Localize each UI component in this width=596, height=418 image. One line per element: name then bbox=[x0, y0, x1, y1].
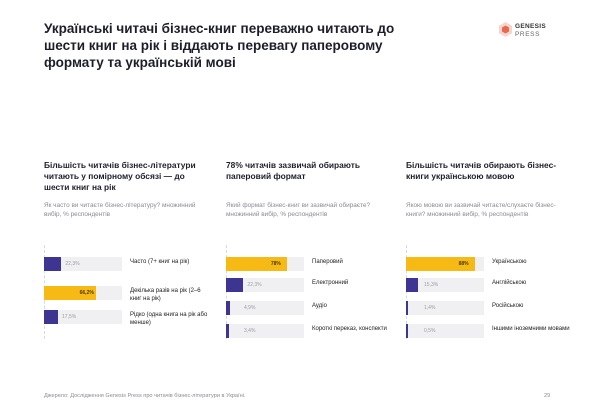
bar-category-label: Аудіо bbox=[312, 303, 327, 309]
bar bbox=[44, 286, 96, 300]
bar-track bbox=[406, 257, 484, 271]
bar-track bbox=[406, 324, 484, 338]
bar-track bbox=[44, 286, 122, 300]
bar-value-label: 3,4% bbox=[244, 327, 256, 334]
bar-category-label: Російською bbox=[492, 303, 524, 309]
chart-question: Якою мовою ви зазвичай читаєте/слухаєте … bbox=[406, 202, 556, 218]
bar-value-label: 88% bbox=[458, 260, 469, 267]
chart-axis bbox=[226, 245, 299, 339]
bar-category-label: Короткі переказ, конспекти bbox=[312, 326, 387, 332]
chart-question: Як часто ви читаєте бізнес-літературу? м… bbox=[44, 202, 196, 218]
logo-brand-sub: PRESS bbox=[515, 31, 541, 38]
bar bbox=[406, 324, 408, 338]
logo-brand-name: GENESIS bbox=[515, 23, 546, 30]
chart-axis bbox=[406, 245, 479, 339]
bar-value-label: 78% bbox=[270, 260, 281, 267]
bar-value-label: 17,5% bbox=[62, 313, 77, 320]
page-number: 29 bbox=[544, 393, 551, 399]
bar bbox=[406, 257, 475, 271]
bar-category-label: Часто (7+ книг на рік) bbox=[130, 259, 190, 265]
chart-question: Який формат бізнес-книг ви зазвичай обир… bbox=[226, 202, 371, 218]
chart-book-format: 78% читачів зазвичай обирають паперовий … bbox=[226, 160, 387, 339]
bar-category-label: Іншими іноземними мовами bbox=[492, 326, 570, 332]
bar-category-label: Декілька разів на рік (2–6 книг на рік) bbox=[130, 288, 201, 302]
bar-track bbox=[406, 301, 484, 315]
bar-value-label: 22,3% bbox=[247, 281, 262, 288]
bar bbox=[226, 324, 229, 338]
bar-value-label: 0,5% bbox=[424, 327, 436, 334]
genesis-logo-icon bbox=[499, 22, 512, 37]
bar bbox=[44, 257, 62, 271]
bar-category-label: Українською bbox=[492, 259, 527, 265]
page-title: Українські читачі бізнес-книг переважно … bbox=[44, 21, 395, 70]
bar-category-label: Паперовий bbox=[312, 259, 343, 265]
bar-track bbox=[44, 310, 122, 324]
bar-category-label: Електронний bbox=[312, 280, 349, 286]
bar-track bbox=[226, 257, 304, 271]
bar bbox=[226, 257, 287, 271]
bar bbox=[226, 278, 244, 292]
bar-value-label: 66,2% bbox=[79, 289, 94, 296]
bar bbox=[44, 310, 58, 324]
chart-book-language: Більшість читачів обирають бізнес-книги … bbox=[406, 160, 570, 339]
source-footnote: Джерело: Дослідження Genesis Press про ч… bbox=[44, 393, 246, 399]
bar bbox=[406, 301, 408, 315]
chart-heading: Більшість читачів обирають бізнес-книги … bbox=[406, 160, 557, 181]
bar-track bbox=[406, 278, 484, 292]
bar-track bbox=[226, 301, 304, 315]
chart-heading: 78% читачів зазвичай обирають паперовий … bbox=[226, 160, 360, 181]
bar-track bbox=[226, 278, 304, 292]
bar-value-label: 1,4% bbox=[424, 304, 436, 311]
bar bbox=[226, 301, 230, 315]
bar-value-label: 22,3% bbox=[65, 260, 80, 267]
chart-heading: Більшість читачів бізнес-літератури чита… bbox=[44, 160, 196, 192]
bar-category-label: Рідко (одна книга на рік або менше) bbox=[130, 312, 208, 326]
bar-track bbox=[44, 257, 122, 271]
bar-track bbox=[226, 324, 304, 338]
bar-category-label: Англійською bbox=[492, 280, 527, 286]
bar bbox=[406, 278, 418, 292]
bar-value-label: 4,9% bbox=[244, 304, 256, 311]
bar-value-label: 15,3% bbox=[424, 281, 439, 288]
chart-reading-frequency: Більшість читачів бізнес-літератури чита… bbox=[44, 160, 207, 339]
